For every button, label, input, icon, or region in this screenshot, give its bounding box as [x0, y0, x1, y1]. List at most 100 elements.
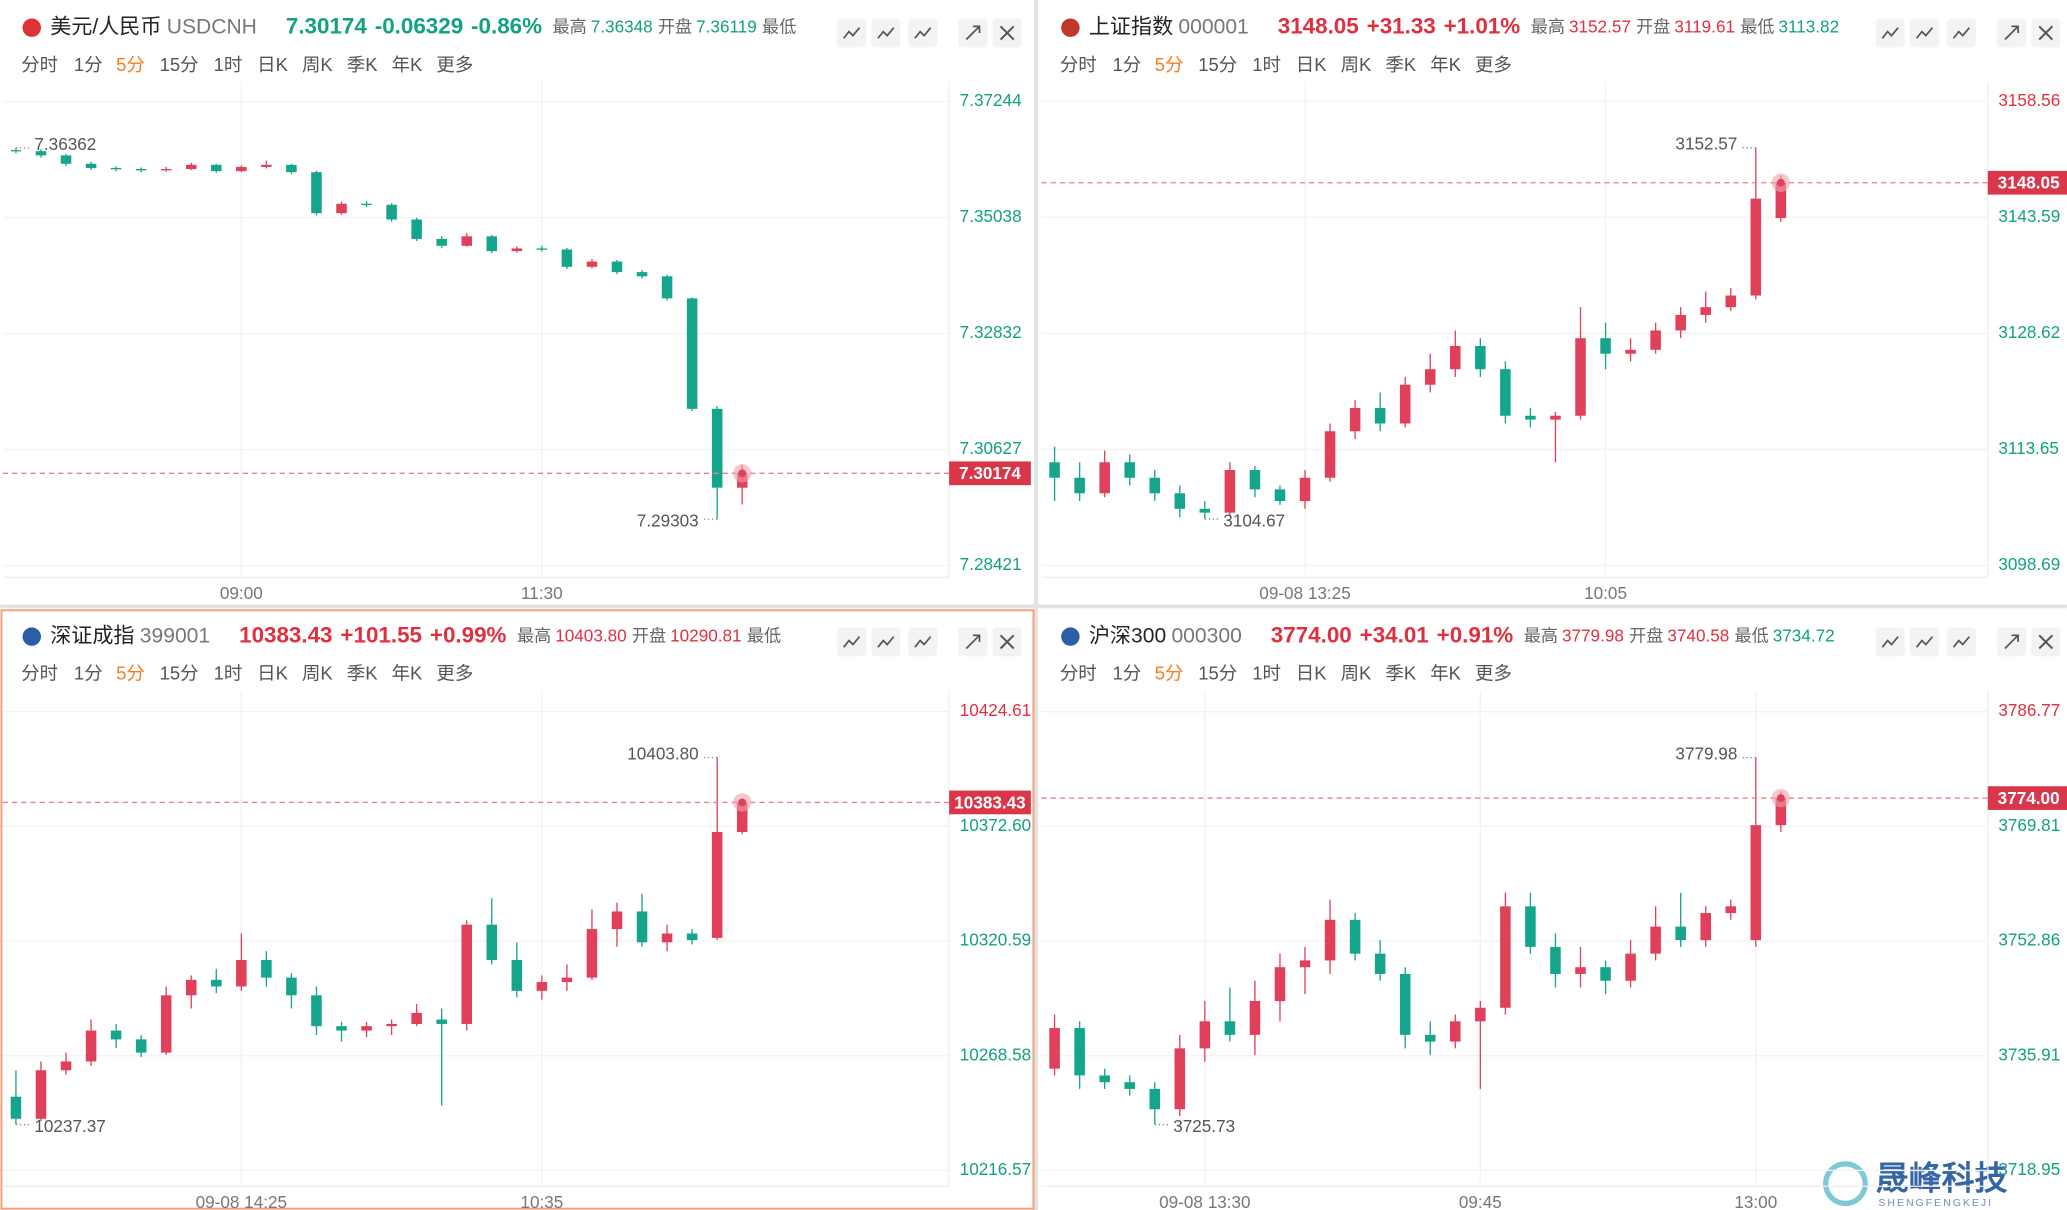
period-tab[interactable]: 分时: [1060, 54, 1097, 75]
period-tab[interactable]: 15分: [1198, 54, 1237, 75]
period-tab[interactable]: 更多: [436, 54, 473, 75]
toolbar-button[interactable]: [1946, 627, 1976, 657]
toolbar-button[interactable]: [1910, 627, 1940, 657]
toolbar-button[interactable]: [1997, 627, 2027, 657]
period-tab[interactable]: 1时: [1252, 54, 1281, 75]
candle-body: [1099, 462, 1110, 494]
y-tick-label: 3098.69: [1998, 554, 2060, 574]
toolbar-button[interactable]: [908, 18, 938, 48]
toolbar-button[interactable]: [1875, 18, 1905, 48]
candle-body: [1725, 906, 1737, 914]
toolbar-button[interactable]: [2031, 18, 2061, 48]
chart-panel: 深证成指 399001 10383.43 +101.55 +0.99% 最高 10403.8…: [2, 623, 1031, 1210]
last-price-label: 3148.05: [1998, 173, 2060, 193]
button-bg: [908, 18, 938, 48]
period-tab[interactable]: 周K: [1341, 54, 1372, 75]
period-tab[interactable]: 年K: [1430, 663, 1461, 684]
stat-label: 最高: [553, 16, 587, 36]
toolbar-button[interactable]: [837, 627, 867, 657]
period-tab[interactable]: 日K: [257, 663, 288, 684]
candle-body: [211, 164, 222, 172]
candle-body: [1099, 1075, 1110, 1083]
header: 深证成指 399001 10383.43 +101.55 +0.99% 最高 10403.8…: [50, 623, 781, 648]
period-tab[interactable]: 年K: [392, 663, 423, 684]
y-tick-label: 3718.95: [1998, 1159, 2060, 1179]
candle-body: [311, 172, 322, 214]
period-tab[interactable]: 1分: [74, 663, 103, 684]
period-tab[interactable]: 1时: [1252, 663, 1281, 684]
x-tick-label: 09-08 13:30: [1159, 1192, 1250, 1210]
tool-icon: [1952, 636, 1970, 648]
period-tab[interactable]: 周K: [1341, 663, 1372, 684]
period-tab[interactable]: 季K: [1385, 54, 1416, 75]
toolbar-button[interactable]: [871, 18, 901, 48]
period-tab[interactable]: 5分: [116, 663, 145, 684]
period-tab[interactable]: 1分: [1113, 663, 1142, 684]
candle-body: [1149, 1088, 1161, 1110]
candle-body: [336, 203, 347, 214]
candle-body: [536, 982, 548, 991]
period-tab[interactable]: 15分: [160, 663, 199, 684]
stat-value: 3779.98: [1562, 625, 1624, 645]
period-tab[interactable]: 季K: [1385, 663, 1416, 684]
period-tab[interactable]: 日K: [1296, 663, 1327, 684]
watermark-subtitle: SHENGFENGKEJI: [1878, 1197, 1993, 1209]
expand-icon: [965, 25, 981, 41]
toolbar-button[interactable]: [992, 18, 1022, 48]
candle-body: [686, 298, 698, 409]
toolbar-button[interactable]: [871, 627, 901, 657]
candle-body: [511, 248, 523, 252]
period-tab[interactable]: 分时: [1060, 663, 1097, 684]
toolbar-button[interactable]: [837, 18, 867, 48]
candle-body: [60, 155, 72, 164]
period-tab[interactable]: 1时: [214, 663, 243, 684]
period-tab[interactable]: 15分: [160, 54, 199, 75]
candle-body: [1750, 825, 1762, 941]
toolbar-button[interactable]: [2031, 627, 2061, 657]
y-tick-label: 3786.77: [1998, 700, 2060, 720]
period-tab[interactable]: 1分: [74, 54, 103, 75]
candle-body: [1725, 295, 1737, 308]
toolbar-button[interactable]: [1910, 18, 1940, 48]
toolbar-button[interactable]: [1875, 627, 1905, 657]
tool-icon: [1952, 27, 1970, 39]
period-tab[interactable]: 5分: [1155, 54, 1184, 75]
chart-panel: 沪深300 000300 3774.00 +34.01 +0.91% 最高 3779.98 开…: [1041, 623, 2067, 1210]
candle-body: [1550, 946, 1561, 974]
period-tab[interactable]: 年K: [1430, 54, 1461, 75]
period-tab[interactable]: 更多: [1475, 54, 1512, 75]
period-tab[interactable]: 更多: [436, 663, 473, 684]
period-tab[interactable]: 日K: [1296, 54, 1327, 75]
period-tab[interactable]: 季K: [347, 54, 378, 75]
toolbar-button[interactable]: [958, 627, 988, 657]
period-tab[interactable]: 5分: [116, 54, 145, 75]
period-tab[interactable]: 1分: [1113, 54, 1142, 75]
period-tab[interactable]: 日K: [257, 54, 288, 75]
period-tab[interactable]: 更多: [1475, 663, 1512, 684]
toolbar-button[interactable]: [992, 627, 1022, 657]
period-tab[interactable]: 15分: [1198, 663, 1237, 684]
price: 3774.00: [1271, 623, 1352, 648]
period-tab[interactable]: 年K: [392, 54, 423, 75]
tool-icon: [1915, 27, 1934, 39]
toolbar-button[interactable]: [1997, 18, 2027, 48]
candle-body: [1700, 913, 1711, 941]
last-price-dot: [1776, 794, 1785, 803]
expand-icon: [965, 634, 981, 650]
period-tab[interactable]: 周K: [302, 663, 333, 684]
candle-body: [1149, 477, 1161, 494]
period-tab[interactable]: 5分: [1155, 663, 1184, 684]
period-tab[interactable]: 分时: [21, 663, 58, 684]
symbol-code: 399001: [140, 624, 210, 647]
period-tab[interactable]: 分时: [21, 54, 58, 75]
period-tab[interactable]: 1时: [214, 54, 243, 75]
tool-icon: [877, 27, 895, 39]
change: +101.55: [340, 623, 422, 648]
candle-body: [1324, 919, 1336, 961]
last-price-tag: [1987, 786, 2067, 810]
toolbar-button[interactable]: [958, 18, 988, 48]
toolbar-button[interactable]: [1946, 18, 1976, 48]
toolbar-button[interactable]: [908, 627, 938, 657]
period-tab[interactable]: 周K: [302, 54, 333, 75]
period-tab[interactable]: 季K: [347, 663, 378, 684]
